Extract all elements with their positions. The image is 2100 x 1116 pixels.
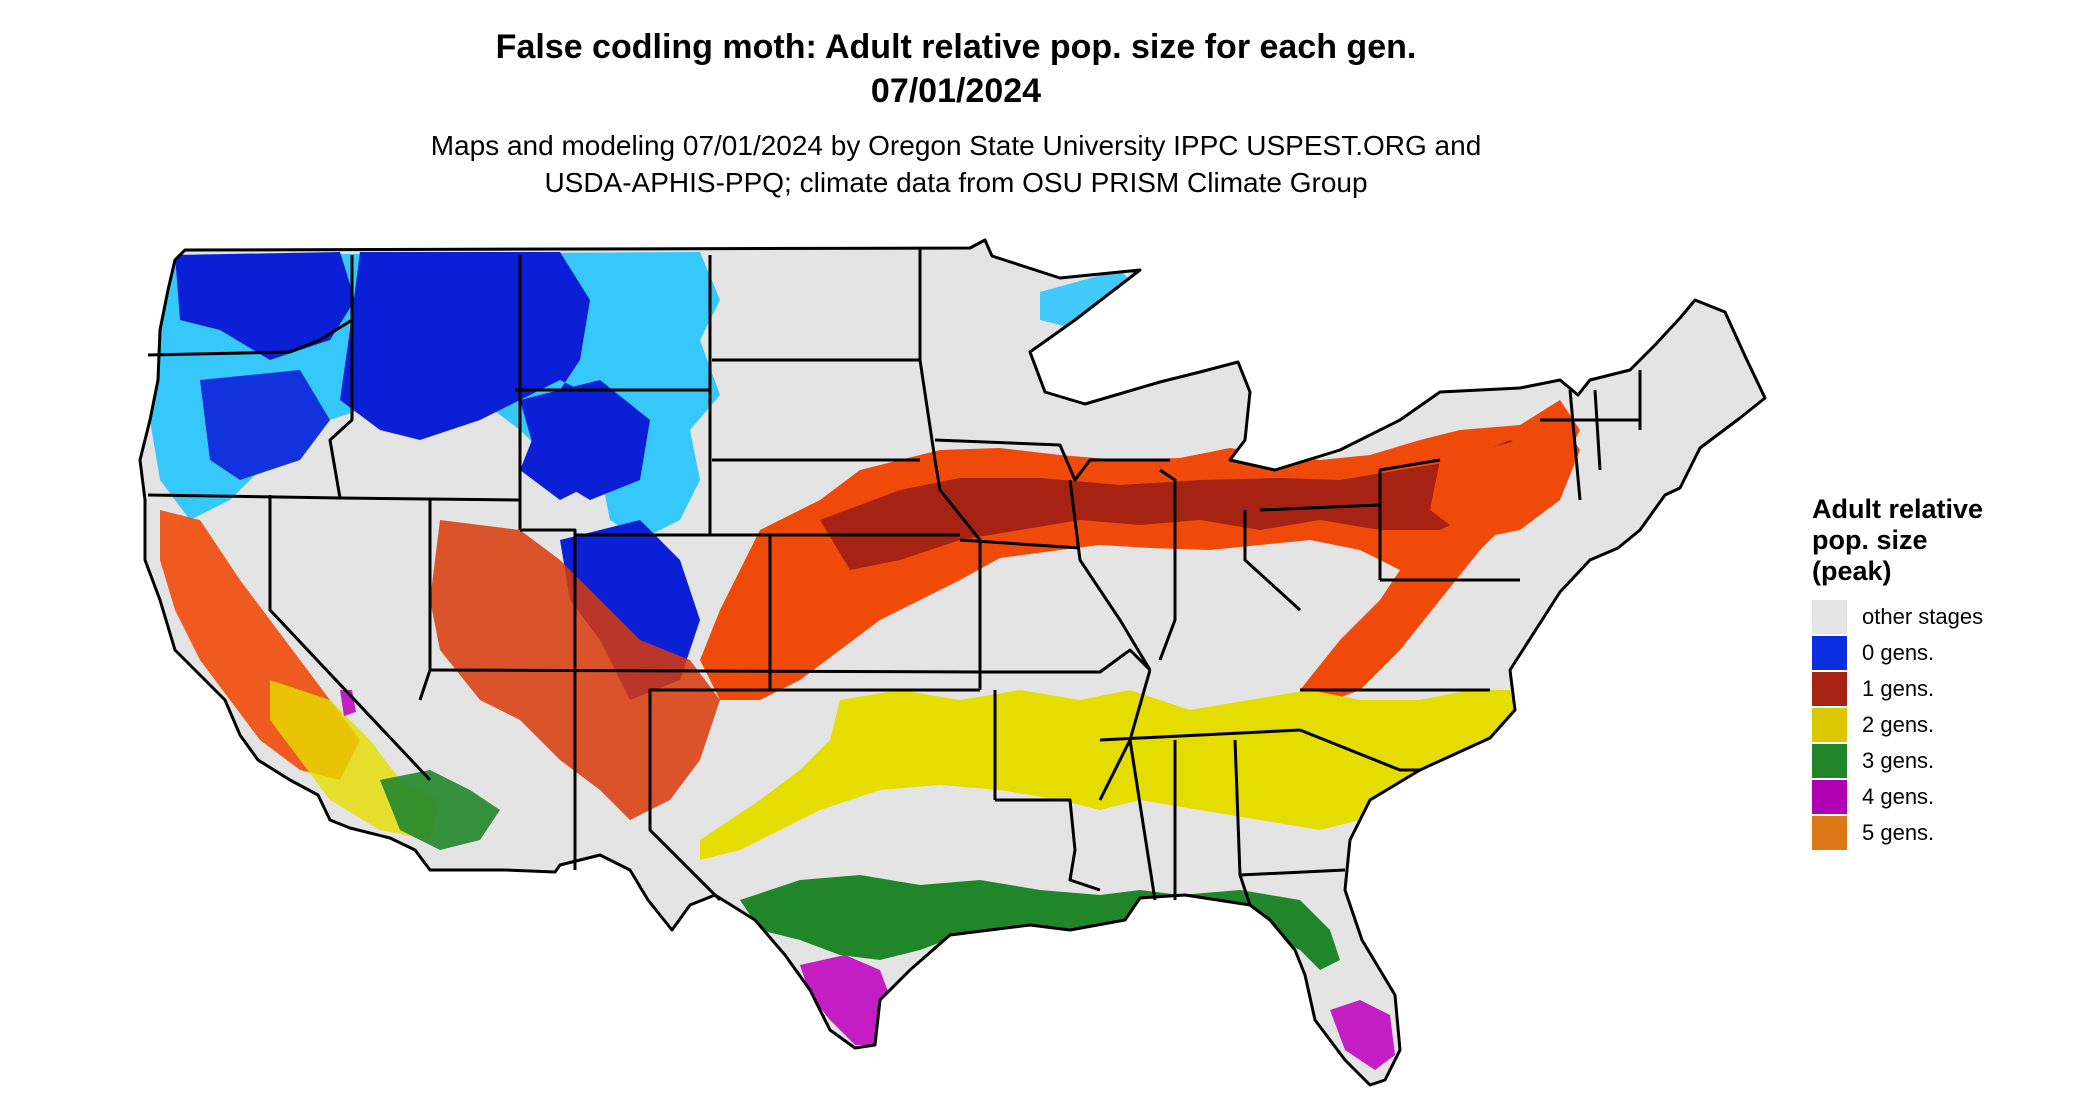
legend-swatch: [1812, 708, 1847, 742]
legend-items: other stages 0 gens. 1 gens. 2 gens. 3 gens.…: [1812, 599, 2082, 851]
legend-label: 0 gens.: [1862, 640, 1935, 665]
legend-swatch: [1812, 744, 1847, 778]
legend-title-line3: (peak): [1812, 556, 1892, 586]
zone-1-gens-ne: [1430, 420, 1580, 540]
map-date: 07/01/2024: [870, 72, 1042, 110]
legend-swatch: [1812, 636, 1847, 670]
legend-label: 5 gens.: [1862, 820, 1935, 845]
legend-label: 3 gens.: [1862, 748, 1935, 773]
legend-item: 4 gens.: [1812, 779, 2082, 815]
zone-0-gens-darkblue-wy: [520, 380, 650, 500]
legend-label: 4 gens.: [1862, 784, 1935, 809]
zone-4-gens-south-fl: [1330, 1000, 1395, 1070]
legend-swatch: [1812, 672, 1847, 706]
legend-item: 5 gens.: [1812, 815, 2082, 851]
zone-4-gens-south-tx: [800, 955, 895, 1045]
state-borders: [138, 238, 1767, 1087]
map-subtitle-line1: Maps and modeling 07/01/2024 by Oregon S…: [430, 130, 1482, 161]
legend-item: other stages: [1812, 599, 2082, 635]
legend-item: 3 gens.: [1812, 743, 2082, 779]
zone-1-gens-core: [820, 440, 1540, 570]
map-subtitle-line2: USDA-APHIS-PPQ; climate data from OSU PR…: [544, 167, 1368, 198]
legend-label: 2 gens.: [1862, 712, 1935, 737]
legend-swatch: [1812, 780, 1847, 814]
zone-0-gens-darkblue-or: [200, 370, 330, 480]
zone-3-gens-az: [380, 770, 500, 850]
zone-0-gens-darkblue-nw: [175, 252, 355, 360]
legend-item: 1 gens.: [1812, 671, 2082, 707]
legend-swatch: [1812, 600, 1847, 634]
legend-label: other stages: [1862, 604, 1984, 629]
zone-0-gens-lightblue-mi: [1040, 270, 1140, 330]
zone-2-gens-band: [700, 690, 1520, 860]
map-title: False codling moth: Adult relative pop. …: [495, 28, 1417, 66]
legend-title-line1: Adult relative: [1812, 494, 1984, 524]
zone-5-gens-keys: [1330, 1086, 1390, 1106]
legend-label: 1 gens.: [1862, 676, 1935, 701]
legend-item: 0 gens.: [1812, 635, 2082, 671]
map-legend: Adult relative pop. size (peak) other st…: [1812, 494, 2082, 851]
legend-title-line2: pop. size: [1812, 525, 1928, 555]
legend-item: 2 gens.: [1812, 707, 2082, 743]
zone-1-gens-band: [700, 400, 1580, 705]
legend-swatch: [1812, 816, 1847, 850]
